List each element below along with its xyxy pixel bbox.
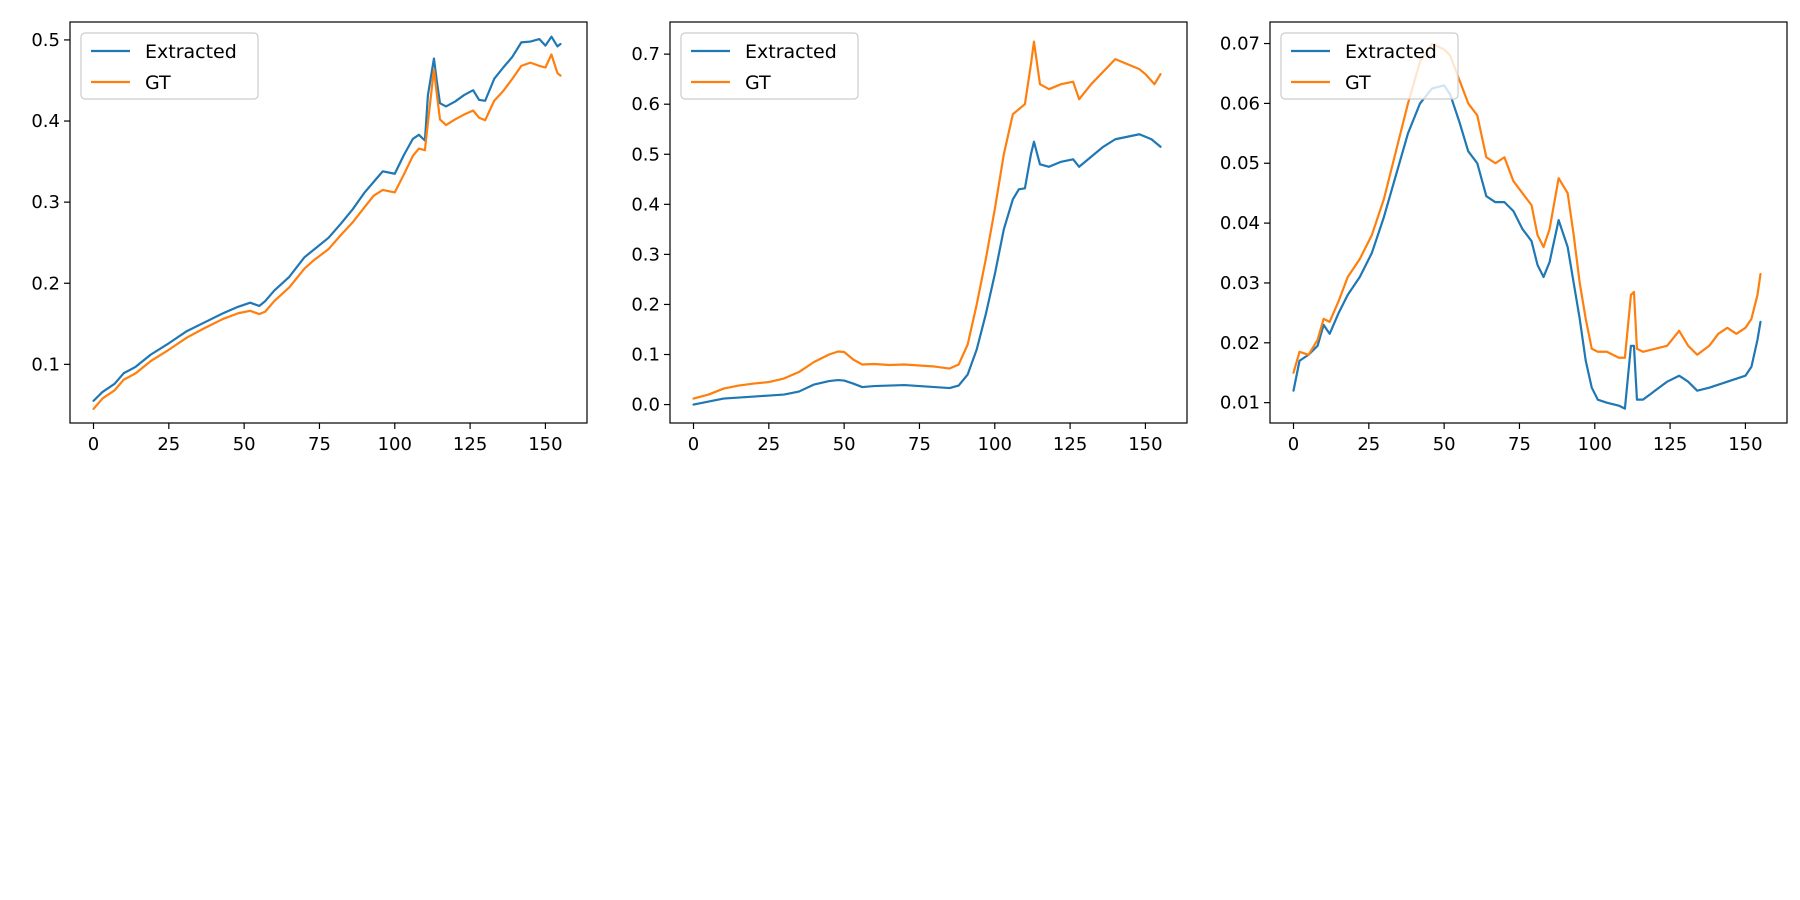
chart-panel-1: 0 25 50 75 100 125 150 0.1 0.2 0.3 0.4 0.5 Extracted… — [31, 21, 588, 455]
x-tick-label: 125 — [1653, 434, 1687, 455]
y-tick-label: 0.5 — [631, 144, 660, 165]
chart-panel-3: 0 25 50 75 100 125 150 0.01 0.02 0.03 0.04 0.05 0.06… — [1220, 21, 1788, 455]
legend-label-extracted: Extracted — [745, 41, 837, 63]
series-line-gt — [692, 40, 1162, 400]
y-tick-label: 0.3 — [31, 192, 60, 213]
x-tick-label: 150 — [1128, 434, 1162, 455]
y-tick-label: 0.4 — [31, 111, 60, 132]
legend: Extracted GT — [80, 32, 259, 100]
y-tick-label: 0.5 — [31, 30, 60, 51]
legend-label-extracted: Extracted — [1345, 41, 1437, 63]
y-tick-label: 0.03 — [1220, 273, 1260, 294]
x-tick-label: 100 — [1578, 434, 1612, 455]
y-tick-label: 0.01 — [1220, 393, 1260, 414]
x-tick-label: 100 — [378, 434, 412, 455]
legend-label-extracted: Extracted — [145, 41, 237, 63]
legend: Extracted GT — [680, 32, 859, 100]
chart-panels: 0 25 50 75 100 125 150 0.1 0.2 0.3 0.4 0.5 Extracted… — [31, 21, 1788, 455]
series-line-extracted — [92, 35, 562, 402]
legend-label-gt: GT — [145, 72, 171, 94]
series-line-gt — [92, 53, 562, 411]
x-tick-label: 75 — [1508, 434, 1531, 455]
x-tick-label: 0 — [1288, 434, 1299, 455]
x-tick-label: 125 — [453, 434, 487, 455]
x-tick-label: 25 — [157, 434, 180, 455]
x-tick-label: 25 — [757, 434, 780, 455]
y-tick-label: 0.1 — [631, 345, 660, 366]
legend-label-gt: GT — [745, 72, 771, 94]
y-tick-label: 0.02 — [1220, 333, 1260, 354]
y-tick-label: 0.0 — [631, 395, 660, 416]
legend: Extracted GT — [1280, 32, 1459, 100]
x-tick-label: 75 — [308, 434, 331, 455]
chart-panel-2: 0 25 50 75 100 125 150 0.0 0.1 0.2 0.3 0.4 0.5 0.6 0.7… — [631, 21, 1188, 455]
plot-frame — [69, 21, 588, 424]
x-tick-label: 75 — [908, 434, 931, 455]
y-tick-label: 0.6 — [631, 94, 660, 115]
x-tick-label: 0 — [688, 434, 699, 455]
y-tick-label: 0.3 — [631, 244, 660, 265]
x-tick-label: 125 — [1053, 434, 1087, 455]
x-tick-label: 50 — [833, 434, 856, 455]
x-tick-label: 150 — [528, 434, 562, 455]
y-tick-label: 0.07 — [1220, 34, 1260, 55]
series-line-extracted — [692, 133, 1162, 406]
y-tick-label: 0.04 — [1220, 213, 1260, 234]
x-tick-label: 50 — [1433, 434, 1456, 455]
series-line-gt — [1292, 42, 1762, 374]
x-tick-label: 0 — [88, 434, 99, 455]
x-tick-label: 100 — [978, 434, 1012, 455]
y-tick-label: 0.2 — [31, 273, 60, 294]
y-tick-label: 0.06 — [1220, 93, 1260, 114]
x-tick-label: 150 — [1728, 434, 1762, 455]
y-tick-label: 0.7 — [631, 44, 660, 65]
plot-frame — [669, 21, 1188, 424]
x-tick-label: 25 — [1357, 434, 1380, 455]
legend-label-gt: GT — [1345, 72, 1371, 94]
y-tick-label: 0.1 — [31, 354, 60, 375]
y-tick-label: 0.4 — [631, 194, 660, 215]
y-tick-label: 0.05 — [1220, 153, 1260, 174]
x-tick-label: 50 — [233, 434, 256, 455]
y-tick-label: 0.2 — [631, 294, 660, 315]
series-line-extracted — [1292, 84, 1762, 410]
